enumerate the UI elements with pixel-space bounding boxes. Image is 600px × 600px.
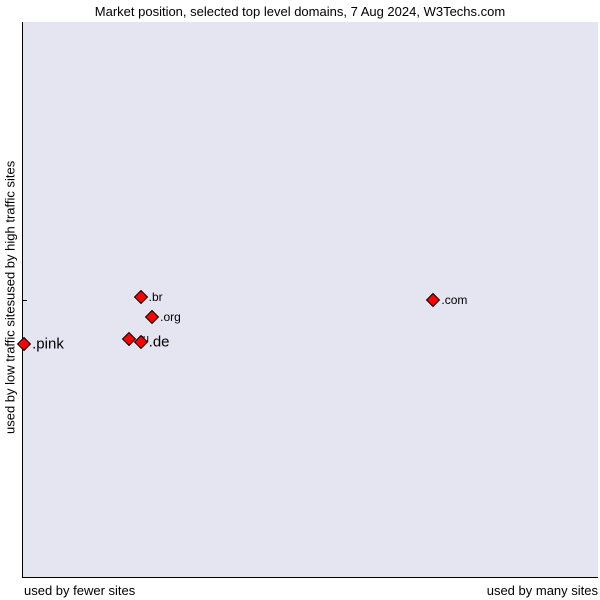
y-axis-label-top: used by high traffic sites [0, 22, 20, 300]
x-axis-label-right: used by many sites [487, 583, 598, 598]
data-point-label: .com [441, 293, 467, 307]
plot-area [22, 22, 598, 578]
data-point-label: .de [149, 333, 170, 350]
chart-title: Market position, selected top level doma… [0, 0, 600, 19]
chart-container: Market position, selected top level doma… [0, 0, 600, 600]
data-point-label: .org [160, 310, 181, 324]
y-axis-mid-tick [22, 300, 27, 301]
data-point-label: .br [149, 290, 163, 304]
y-axis-label-bottom: used by low traffic sites [0, 300, 20, 578]
x-axis-label-left: used by fewer sites [24, 583, 135, 598]
data-point-label: .pink [32, 336, 64, 353]
